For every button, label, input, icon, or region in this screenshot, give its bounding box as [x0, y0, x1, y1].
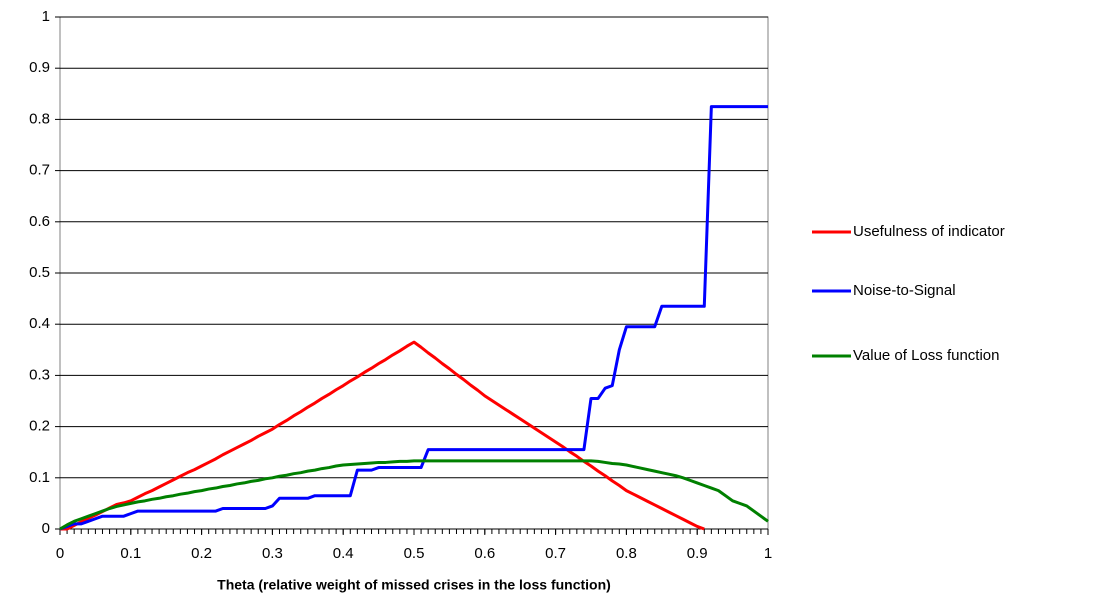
y-tick-label: 0.6 [29, 213, 50, 230]
x-tick-label: 0.6 [474, 545, 495, 562]
series-line [60, 340, 705, 531]
x-tick-label: 0.7 [545, 545, 566, 562]
x-tick-label: 1 [764, 545, 772, 562]
legend-label: Value of Loss function [853, 347, 999, 364]
y-tick-label: 0.1 [29, 469, 50, 486]
x-tick-label: 0.9 [687, 545, 708, 562]
series-line [59, 105, 768, 531]
y-tick-label: 0 [42, 520, 50, 537]
y-tick-label: 0.4 [29, 315, 50, 332]
y-tick-label: 0.2 [29, 418, 50, 435]
x-tick-label: 0.5 [404, 545, 425, 562]
y-tick-label: 1 [42, 8, 50, 25]
x-tick-label: 0.3 [262, 545, 283, 562]
y-tick-label: 0.9 [29, 59, 50, 76]
x-tick-label: 0.2 [191, 545, 212, 562]
y-tick-label: 0.3 [29, 366, 50, 383]
x-tick-label: 0.8 [616, 545, 637, 562]
x-axis-title: Theta (relative weight of missed crises … [217, 577, 611, 593]
series-line [59, 459, 769, 531]
legend-label: Noise-to-Signal [853, 282, 956, 299]
y-tick-label: 0.7 [29, 162, 50, 179]
x-tick-label: 0.1 [120, 545, 141, 562]
y-tick-label: 0.8 [29, 110, 50, 127]
x-tick-label: 0 [56, 545, 64, 562]
legend-label: Usefulness of indicator [853, 223, 1005, 240]
x-tick-label: 0.4 [333, 545, 354, 562]
y-tick-label: 0.5 [29, 264, 50, 281]
